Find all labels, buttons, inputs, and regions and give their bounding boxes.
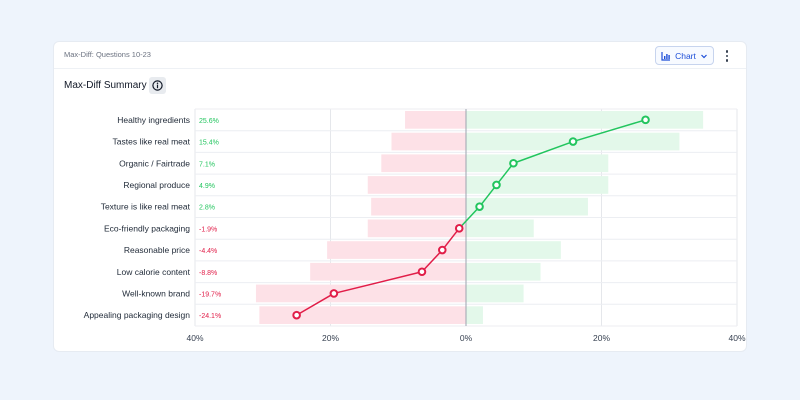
negative-bar [371,197,466,216]
max-diff-chart: Healthy ingredients 25.6% Tastes like real… [84,108,746,343]
negative-bar [391,132,466,151]
value-label: 7.1% [199,161,215,168]
score-point [292,310,301,320]
x-tick-label: 20% [593,333,610,343]
value-label: 25.6% [199,118,219,125]
category-label: Low calorie content [117,267,191,277]
value-label: -1.9% [199,226,217,233]
value-label: -24.1% [199,313,221,320]
info-icon [152,80,163,91]
value-label: -8.8% [199,270,217,277]
positive-bar [466,306,483,324]
score-line-segment [495,162,515,186]
value-label: 2.8% [199,205,215,212]
x-tick-label: 40% [728,333,745,343]
info-button[interactable] [149,77,166,94]
score-point [329,289,339,298]
category-label: Regional produce [123,180,190,190]
score-point [492,180,501,190]
value-label: 4.9% [199,183,215,190]
chevron-down-icon [700,52,708,60]
score-point [454,224,464,233]
positive-bar [466,262,541,281]
category-label: Organic / Fairtrade [119,158,190,168]
score-line-segment [513,140,574,164]
negative-bar [255,284,466,303]
positive-bar [466,241,561,259]
x-tick-label: 40% [186,333,203,343]
negative-bar [327,241,466,259]
x-tick-label: 0% [460,333,473,343]
x-tick-label: 20% [322,333,339,343]
value-label: -4.4% [199,248,217,255]
score-line-segment [333,271,423,295]
breadcrumb: Max-Diff: Questions 10-23 [64,50,151,59]
score-point [417,267,427,277]
score-line-segment [421,249,443,273]
negative-bar [405,111,466,129]
score-point [509,158,518,168]
bar-chart-icon [661,51,671,61]
score-line-segment [296,292,335,316]
more-vertical-icon[interactable] [720,47,734,65]
negative-bar [367,176,466,194]
negative-bar [367,219,466,238]
category-label: Tastes like real meat [113,137,191,147]
chart-button-label: Chart [675,50,696,61]
positive-bar [466,284,524,303]
max-diff-card: Max-Diff: Questions 10-23 Chart Max-Diff… [53,41,747,352]
category-label: Eco-friendly packaging [104,223,190,233]
category-label: Reasonable price [124,245,190,255]
value-label: -19.7% [199,291,221,298]
score-line-segment [441,227,460,251]
category-label: Appealing packaging design [84,310,191,320]
score-point [641,115,650,125]
score-point [475,202,484,211]
score-line-segment [572,119,646,143]
positive-bar [466,176,609,194]
category-label: Healthy ingredients [117,115,190,125]
score-point [437,245,447,255]
score-line-segment [478,184,498,208]
score-point [568,137,578,146]
category-label: Well-known brand [122,288,190,298]
positive-bar [466,111,704,129]
chart-type-button[interactable]: Chart [655,46,714,65]
positive-bar [466,219,534,238]
negative-bar [259,306,466,324]
negative-bar [310,262,466,281]
card-header: Max-Diff: Questions 10-23 Chart [54,42,746,69]
category-label: Texture is like real meat [101,202,191,212]
positive-bar [466,197,588,216]
section-title: Max-Diff Summary [64,80,147,91]
score-line-segment [458,206,481,229]
negative-bar [381,154,466,173]
positive-bar [466,154,609,173]
value-label: 15.4% [199,140,219,147]
